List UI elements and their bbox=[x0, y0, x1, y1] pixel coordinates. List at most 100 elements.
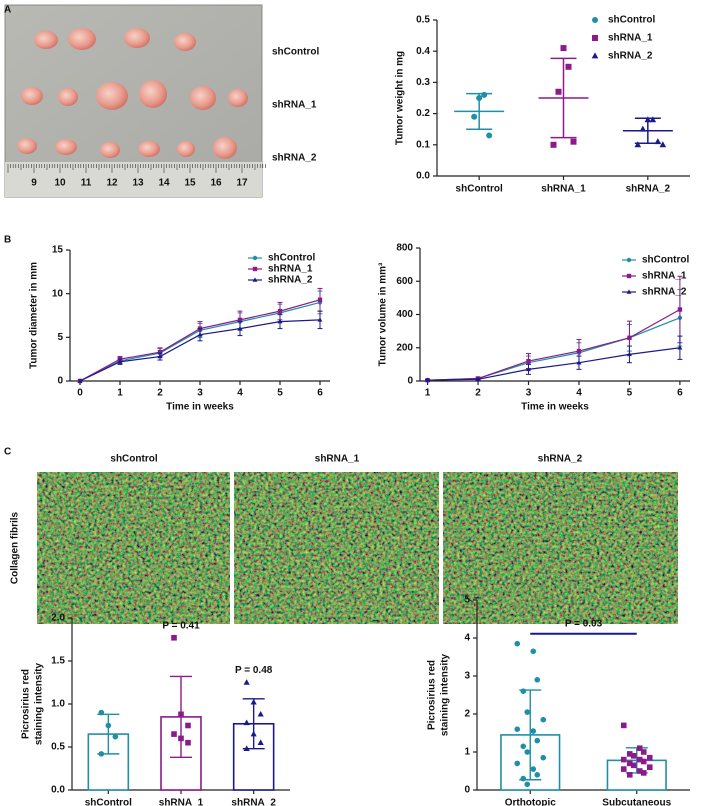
y-tick-label: 0 bbox=[464, 785, 470, 796]
y-tick-label: 0 bbox=[407, 376, 413, 387]
data-point bbox=[620, 766, 627, 772]
histology-title: shRNA_1 bbox=[315, 454, 360, 465]
y-tick-label: 2 bbox=[464, 709, 470, 720]
y-tick-label: 0 bbox=[57, 376, 63, 387]
data-point bbox=[646, 754, 653, 761]
legend-label: shRNA_1 bbox=[608, 33, 653, 44]
x-tick-label: 4 bbox=[576, 388, 582, 399]
y-tick-label: 5 bbox=[464, 595, 470, 606]
data-point bbox=[640, 749, 647, 755]
panel-label: A bbox=[4, 5, 11, 16]
histology-title: shControl bbox=[110, 454, 157, 465]
x-tick-label: 3 bbox=[526, 388, 532, 399]
x-tick-label: 6 bbox=[677, 388, 683, 399]
x-tick-label: shControl bbox=[85, 798, 132, 806]
data-point bbox=[526, 358, 531, 364]
data-point bbox=[520, 743, 527, 750]
data-point bbox=[250, 730, 257, 737]
data-point bbox=[677, 307, 683, 312]
data-point bbox=[555, 88, 562, 95]
data-point bbox=[520, 775, 527, 782]
data-point bbox=[620, 722, 627, 729]
ruler-number: 15 bbox=[184, 178, 196, 189]
photo-label: shRNA_2 bbox=[272, 153, 317, 164]
data-point bbox=[277, 308, 283, 314]
data-point bbox=[636, 756, 643, 763]
data-point bbox=[237, 325, 243, 331]
data-point bbox=[257, 739, 264, 745]
legend-label: shControl bbox=[268, 253, 315, 264]
y-tick-label: 2.0 bbox=[51, 613, 65, 624]
data-point bbox=[524, 709, 531, 715]
legend-label: shControl bbox=[642, 255, 689, 266]
y-tick-label: 4 bbox=[464, 633, 470, 644]
data-point bbox=[514, 640, 521, 647]
data-point bbox=[514, 760, 521, 767]
data-point bbox=[550, 141, 557, 148]
y-axis-label: staining intensity bbox=[34, 662, 45, 745]
data-point bbox=[620, 756, 627, 763]
data-point bbox=[530, 648, 537, 655]
data-point bbox=[486, 132, 493, 139]
data-point bbox=[677, 345, 683, 350]
x-tick-label: 2 bbox=[475, 388, 481, 399]
data-point bbox=[178, 735, 184, 742]
data-point bbox=[243, 679, 250, 685]
data-point bbox=[520, 688, 527, 694]
data-point bbox=[634, 141, 642, 148]
data-point bbox=[627, 335, 632, 340]
data-point bbox=[640, 770, 647, 776]
data-point bbox=[649, 116, 657, 123]
panel-label: C bbox=[4, 447, 11, 458]
data-point bbox=[630, 762, 637, 769]
p-value: P = 0.41 bbox=[162, 620, 200, 631]
x-tick-label: 2 bbox=[157, 388, 163, 399]
data-point bbox=[185, 722, 191, 729]
data-point bbox=[425, 377, 430, 382]
ruler-number: 11 bbox=[81, 178, 92, 189]
data-point bbox=[157, 349, 163, 355]
data-point bbox=[626, 760, 633, 767]
series-line bbox=[427, 308, 681, 381]
data-point bbox=[250, 698, 257, 705]
y-axis-label: Tumor diameter in mm bbox=[29, 262, 40, 369]
y-tick-label: 200 bbox=[396, 342, 413, 353]
ruler-number: 17 bbox=[236, 178, 248, 189]
legend-label: shRNA_2 bbox=[642, 287, 687, 298]
y-tick-label: 0.4 bbox=[416, 46, 430, 57]
data-point bbox=[243, 719, 250, 726]
legend-marker bbox=[252, 266, 258, 272]
legend-label: shRNA_2 bbox=[268, 275, 313, 286]
data-point bbox=[534, 772, 541, 778]
y-axis-label: Picrosirius red bbox=[21, 669, 32, 739]
data-point bbox=[112, 733, 119, 740]
y-tick-label: 600 bbox=[396, 276, 413, 287]
data-point bbox=[626, 751, 633, 757]
x-tick-label: shRNA_2 bbox=[626, 184, 671, 195]
data-point bbox=[526, 366, 531, 372]
data-point bbox=[576, 348, 582, 354]
data-point bbox=[576, 360, 582, 365]
ruler-number: 12 bbox=[106, 178, 118, 189]
y-tick-label: 400 bbox=[396, 309, 413, 320]
data-point bbox=[630, 753, 637, 759]
histology-images bbox=[37, 472, 678, 624]
data-point bbox=[627, 351, 632, 357]
y-axis-label: Tumor weight in mg bbox=[395, 51, 406, 145]
x-axis-label: Time in weeks bbox=[521, 402, 589, 413]
data-point bbox=[560, 45, 567, 52]
data-point bbox=[570, 138, 577, 145]
ruler-number: 9 bbox=[31, 178, 37, 189]
y-tick-label: 800 bbox=[396, 243, 413, 254]
data-point bbox=[540, 754, 547, 761]
legend-marker bbox=[592, 35, 598, 41]
data-point bbox=[636, 745, 643, 751]
x-tick-label: 1 bbox=[117, 388, 123, 399]
x-tick-label: 6 bbox=[317, 388, 323, 399]
x-tick-label: 5 bbox=[627, 388, 633, 399]
data-point bbox=[636, 768, 643, 774]
data-point bbox=[105, 722, 112, 729]
data-point bbox=[317, 317, 323, 322]
legend-marker bbox=[592, 17, 598, 23]
